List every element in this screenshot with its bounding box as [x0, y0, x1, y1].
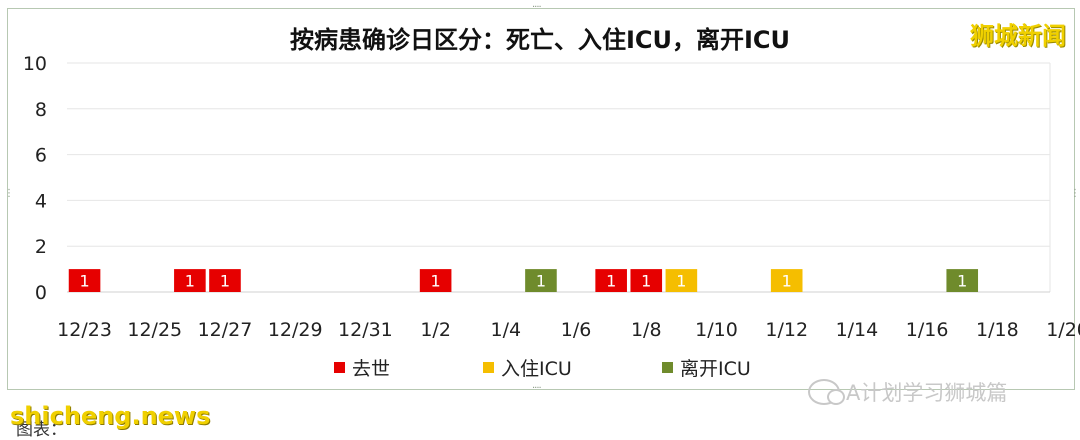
- bar-data-label: 1: [220, 272, 230, 291]
- x-tick-label: 1/18: [976, 319, 1019, 341]
- x-tick-label: 1/2: [420, 319, 451, 341]
- bar-series-1: [770, 269, 803, 292]
- y-tick-label: 2: [35, 236, 47, 258]
- bar-data-label: 1: [79, 272, 89, 291]
- bar-series-0: [209, 269, 241, 292]
- legend-item-death: 去世: [334, 355, 391, 380]
- bar-series-0: [630, 269, 663, 292]
- bar-data-label: 1: [536, 272, 546, 291]
- legend-label-icu-out: 离开ICU: [680, 357, 751, 380]
- bar-series-0: [68, 269, 101, 292]
- legend-item-icu-out: 离开ICU: [662, 355, 751, 380]
- resize-handle-left[interactable]: ⋮: [4, 188, 14, 199]
- bar-series-2: [525, 269, 557, 292]
- x-tick-label: 1/20: [1046, 319, 1080, 341]
- brand-watermark: 狮城新闻: [970, 22, 1066, 50]
- x-tick-label: 1/14: [836, 319, 879, 341]
- wechat-watermark: A计划学习狮城篇: [808, 377, 1007, 407]
- bar-data-label: 1: [957, 272, 967, 291]
- bar-data-label: 1: [431, 272, 441, 291]
- chart-frame: [7, 8, 1075, 390]
- legend-label-death: 去世: [352, 357, 391, 380]
- x-tick-label: 12/27: [198, 319, 253, 341]
- x-tick-label: 12/31: [338, 319, 393, 341]
- x-tick-label: 1/6: [561, 319, 592, 341]
- bar-series-0: [595, 269, 627, 292]
- bar-series-2: [946, 269, 979, 292]
- x-tick-label: 12/29: [268, 319, 323, 341]
- wechat-label: A计划学习狮城篇: [846, 381, 1008, 405]
- chart-title: 按病患确诊日区分：死亡、入住ICU，离开ICU: [289, 26, 791, 54]
- bar-series-1: [665, 269, 698, 292]
- wechat-icon: [808, 379, 845, 405]
- y-tick-label: 4: [35, 190, 47, 212]
- y-tick-label: 10: [23, 53, 47, 75]
- bar-data-label: 1: [606, 272, 616, 291]
- bar-series-0: [174, 269, 206, 292]
- bar-series-0: [419, 269, 452, 292]
- bar-data-label: 1: [676, 272, 686, 291]
- site-watermark: shicheng.news: [10, 402, 211, 430]
- bar-data-label: 1: [641, 272, 651, 291]
- legend-label-icu-in: 入住ICU: [501, 357, 572, 380]
- x-tick-label: 1/16: [906, 319, 949, 341]
- legend-swatch-death: [334, 361, 345, 373]
- x-tick-label: 12/25: [127, 319, 182, 341]
- y-tick-label: 8: [35, 99, 47, 121]
- bar-data-label: 1: [185, 272, 195, 291]
- y-tick-label: 6: [35, 145, 47, 167]
- bar-data-label: 1: [782, 272, 792, 291]
- x-tick-label: 1/8: [631, 319, 662, 341]
- resize-handle-bottom[interactable]: ····: [532, 383, 542, 394]
- figure-caption: 图表：: [16, 420, 67, 440]
- x-tick-label: 12/23: [57, 319, 112, 341]
- x-tick-label: 1/4: [491, 319, 522, 341]
- y-tick-label: 0: [35, 282, 47, 304]
- resize-handle-right[interactable]: ⋮: [1070, 188, 1080, 199]
- x-tick-label: 1/10: [695, 319, 738, 341]
- x-tick-label: 1/12: [765, 319, 808, 341]
- resize-handle-top[interactable]: ····: [532, 2, 542, 13]
- legend-swatch-icu-in: [483, 361, 494, 373]
- legend-item-icu-in: 入住ICU: [483, 355, 572, 380]
- legend-swatch-icu-out: [662, 361, 673, 373]
